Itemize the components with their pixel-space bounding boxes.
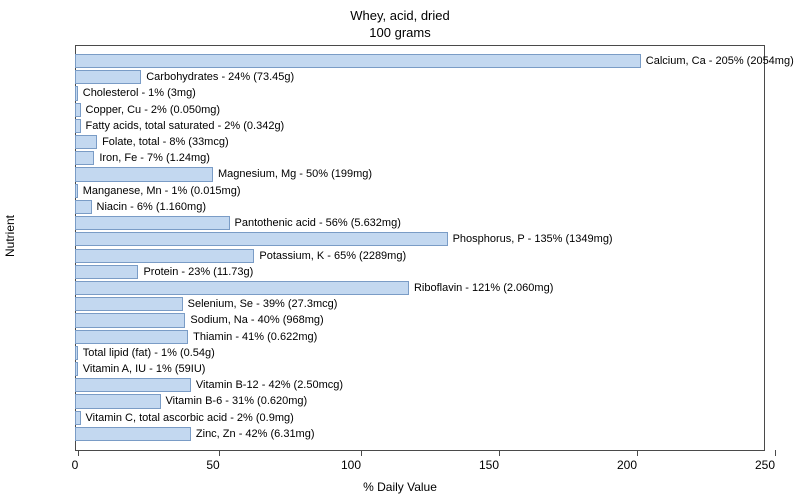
bar: [75, 151, 94, 165]
chart-title: Whey, acid, dried 100 grams: [0, 8, 800, 42]
bar-label: Cholesterol - 1% (3mg): [78, 85, 196, 101]
bar: [75, 200, 92, 214]
x-tick-mark: [361, 450, 362, 456]
x-tick: 250: [765, 450, 785, 472]
x-tick-mark: [637, 450, 638, 456]
bar: [75, 297, 183, 311]
bar: [75, 394, 161, 408]
x-tick-mark: [219, 450, 220, 456]
bar: [75, 313, 185, 327]
x-tick-label: 100: [341, 458, 361, 472]
bar-label: Zinc, Zn - 42% (6.31mg): [191, 426, 315, 442]
x-tick-label: 150: [479, 458, 499, 472]
bar-label: Niacin - 6% (1.160mg): [92, 199, 206, 215]
bar-label: Pantothenic acid - 56% (5.632mg): [230, 215, 401, 231]
x-tick-label: 200: [617, 458, 637, 472]
bar: [75, 378, 191, 392]
bar-label: Phosphorus, P - 135% (1349mg): [448, 231, 613, 247]
title-line-1: Whey, acid, dried: [0, 8, 800, 25]
bar-label: Magnesium, Mg - 50% (199mg): [213, 166, 372, 182]
bar: [75, 135, 97, 149]
bar: [75, 330, 188, 344]
bar-label: Potassium, K - 65% (2289mg): [254, 248, 406, 264]
bar-label: Carbohydrates - 24% (73.45g): [141, 69, 294, 85]
bar-label: Riboflavin - 121% (2.060mg): [409, 280, 553, 296]
bar-label: Thiamin - 41% (0.622mg): [188, 329, 317, 345]
x-tick-label: 0: [72, 458, 79, 472]
bar-label: Vitamin B-6 - 31% (0.620mg): [161, 393, 308, 409]
x-tick: 50: [213, 450, 226, 472]
bar-label: Copper, Cu - 2% (0.050mg): [81, 102, 221, 118]
nutrient-chart: Whey, acid, dried 100 grams Nutrient % D…: [0, 0, 800, 500]
bar-label: Manganese, Mn - 1% (0.015mg): [78, 183, 241, 199]
x-tick-label: 50: [206, 458, 219, 472]
title-line-2: 100 grams: [0, 25, 800, 42]
bar: [75, 216, 230, 230]
bar-label: Selenium, Se - 39% (27.3mcg): [183, 296, 338, 312]
bar-label: Calcium, Ca - 205% (2054mg): [641, 53, 794, 69]
x-tick-mark: [499, 450, 500, 456]
x-tick-mark: [78, 450, 79, 456]
bar: [75, 167, 213, 181]
bar: [75, 427, 191, 441]
bar: [75, 281, 409, 295]
x-tick: 200: [627, 450, 647, 472]
bar-label: Fatty acids, total saturated - 2% (0.342…: [81, 118, 285, 134]
bar-label: Folate, total - 8% (33mcg): [97, 134, 229, 150]
x-tick: 100: [351, 450, 371, 472]
bar: [75, 70, 141, 84]
x-tick-label: 250: [755, 458, 775, 472]
bar: [75, 265, 138, 279]
bar-label: Vitamin B-12 - 42% (2.50mcg): [191, 377, 343, 393]
bar-label: Protein - 23% (11.73g): [138, 264, 253, 280]
y-axis-label: Nutrient: [3, 215, 17, 257]
bars-group: Calcium, Ca - 205% (2054mg)Carbohydrates…: [75, 45, 765, 450]
bar-label: Total lipid (fat) - 1% (0.54g): [78, 345, 215, 361]
bar: [75, 249, 254, 263]
bar: [75, 232, 448, 246]
x-tick-mark: [775, 450, 776, 456]
x-axis-line: [75, 450, 765, 451]
bar-label: Vitamin A, IU - 1% (59IU): [78, 361, 206, 377]
x-tick: 150: [489, 450, 509, 472]
bar-label: Vitamin C, total ascorbic acid - 2% (0.9…: [81, 410, 294, 426]
bar-label: Iron, Fe - 7% (1.24mg): [94, 150, 210, 166]
x-tick: 0: [75, 450, 82, 472]
bar: [75, 54, 641, 68]
x-axis-label: % Daily Value: [0, 480, 800, 494]
bar-label: Sodium, Na - 40% (968mg): [185, 312, 323, 328]
